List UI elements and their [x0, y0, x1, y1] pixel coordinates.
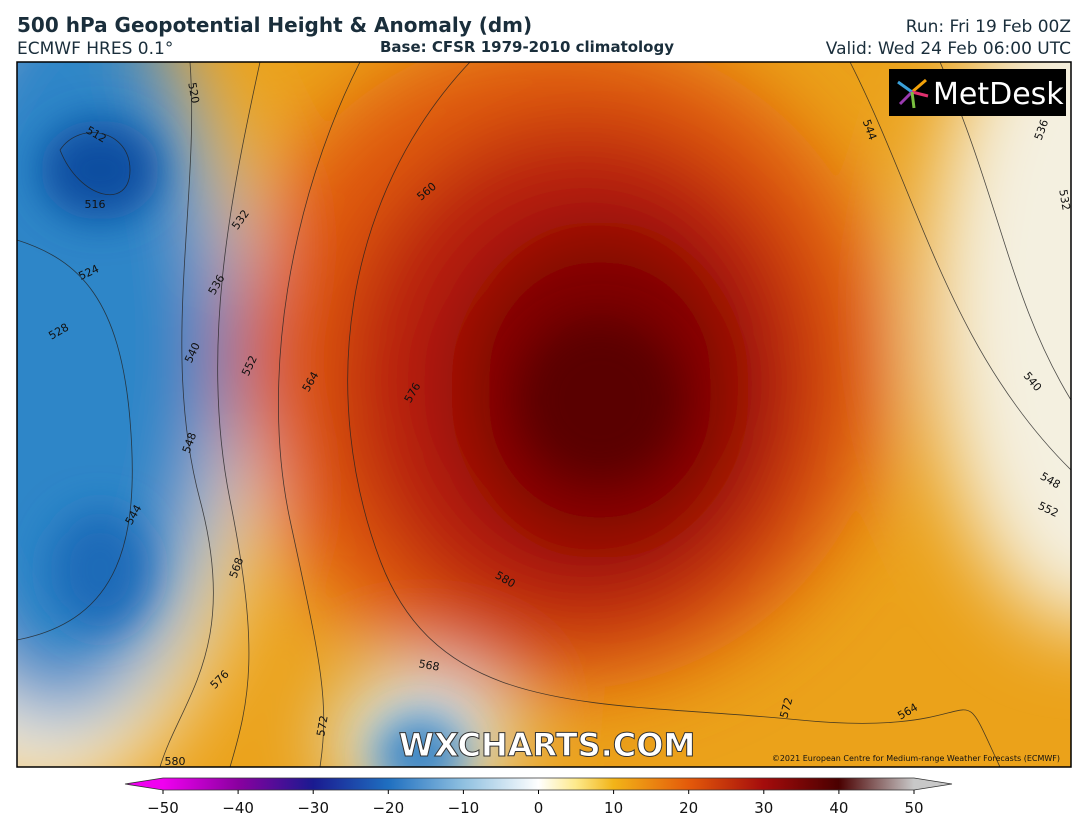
map: 5205125165245285325365405485445525605645… — [17, 62, 1072, 768]
colorbar-tick-label: 50 — [904, 799, 923, 817]
colorbar-tick-label: 40 — [829, 799, 848, 817]
model: ECMWF HRES 0.1° — [17, 39, 173, 59]
copyright: ©2021 European Centre for Medium-range W… — [772, 754, 1060, 763]
colorbar-tick-label: −20 — [372, 799, 404, 817]
logo-text: MetDesk — [933, 77, 1064, 112]
colorbar-tick-label: 0 — [534, 799, 544, 817]
colorbar-tick-label: 10 — [604, 799, 623, 817]
contour-label: 572 — [778, 696, 796, 720]
watermark: WXCHARTS.COM — [399, 726, 696, 764]
colorbar — [124, 777, 953, 791]
colorbar-tick-label: −30 — [297, 799, 329, 817]
valid: Valid: Wed 24 Feb 06:00 UTC — [826, 39, 1071, 59]
map-frame — [16, 61, 1072, 768]
colorbar-tick-label: −40 — [222, 799, 254, 817]
contour-label: 580 — [165, 755, 186, 768]
contour-label: 516 — [85, 198, 106, 211]
title: 500 hPa Geopotential Height & Anomaly (d… — [17, 13, 532, 37]
base: Base: CFSR 1979-2010 climatology — [380, 38, 674, 56]
logo-icon — [897, 78, 929, 109]
run: Run: Fri 19 Feb 00Z — [906, 17, 1071, 37]
colorbar-tick-label: −50 — [147, 799, 179, 817]
colorbar-tick-label: 20 — [679, 799, 698, 817]
contour-label: 572 — [314, 714, 330, 737]
colorbar-tick-label: −10 — [448, 799, 480, 817]
contour-label: 532 — [1056, 188, 1072, 211]
contour-label: 520 — [185, 81, 201, 104]
colorbar-tick-label: 30 — [754, 799, 773, 817]
contour-label: 568 — [418, 657, 441, 673]
